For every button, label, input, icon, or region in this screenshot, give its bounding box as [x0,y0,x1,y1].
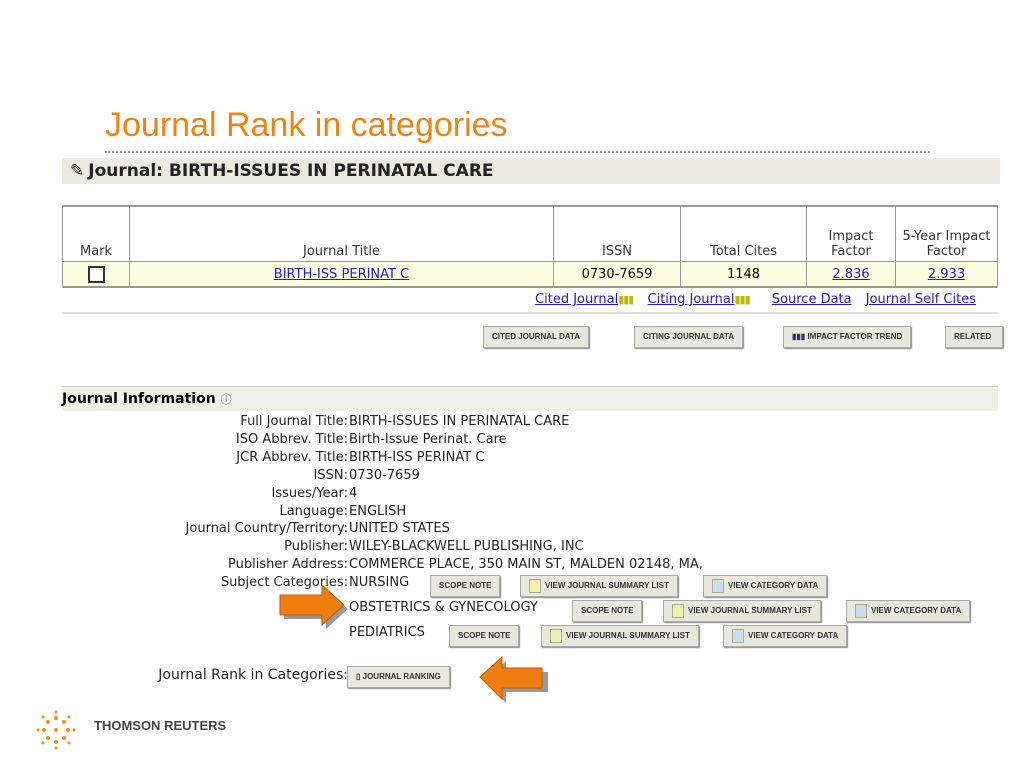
info-value: WILEY-BLACKWELL PUBLISHING, INC [349,539,584,555]
table-row: BIRTH-ISS PERINAT C 0730-7659 1148 2.836… [62,261,998,288]
citing-journal-link[interactable]: Citing Journal [647,292,735,307]
scope-note-button[interactable]: SCOPE NOTE [430,575,501,597]
button-label: VIEW JOURNAL SUMMARY LIST [688,606,812,615]
col-5yr-impact-factor: 5-Year Impact Factor [895,205,998,262]
source-data-link[interactable]: Source Data [771,292,852,307]
thomson-reuters-logo [36,710,76,750]
journal-rank-label: Journal Rank in Categories: [158,667,348,683]
subject-categories-label: Subject Categories: [220,575,348,590]
view-journal-summary-list-button[interactable]: VIEW JOURNAL SUMMARY LIST [520,575,678,597]
button-label: VIEW CATEGORY DATA [871,606,962,615]
journal-header-title: Journal: BIRTH-ISSUES IN PERINATAL CARE [88,161,494,181]
info-label: Language: [279,503,348,519]
brand-name: THOMSON REUTERS [94,718,227,733]
impact-factor-link[interactable]: 2.836 [832,266,870,282]
view-journal-summary-list-button[interactable]: VIEW JOURNAL SUMMARY LIST [541,625,699,647]
journal-information-title: Journal Information [62,391,216,407]
button-label: VIEW CATEGORY DATA [748,631,839,640]
col-mark: Mark [62,205,130,262]
info-row: JCR Abbrev. Title: BIRTH-ISS PERINAT C [62,450,762,468]
divider [62,312,998,314]
info-value: BIRTH-ISSUES IN PERINATAL CARE [349,414,570,429]
title-divider [105,151,930,153]
info-label: JCR Abbrev. Title: [236,449,348,465]
info-row: Publisher Address: COMMERCE PLACE, 350 MA… [62,557,762,575]
info-value: ENGLISH [349,503,407,519]
five-year-if-link[interactable]: 2.933 [927,266,966,282]
citing-journal-data-button[interactable]: CITING JOURNAL DATA [634,326,744,348]
info-row: Language: ENGLISH [62,504,762,522]
view-journal-summary-list-button[interactable]: VIEW JOURNAL SUMMARY LIST [663,600,821,622]
info-label: Publisher Address: [228,557,348,573]
button-label: VIEW JOURNAL SUMMARY LIST [566,631,690,640]
journal-ranking-button[interactable]: ▯ JOURNAL RANKING [347,666,450,688]
issn-cell: 0730-7659 [553,261,681,288]
journal-header: ✎ Journal: BIRTH-ISSUES IN PERINATAL CARE [62,158,1000,184]
bar-chart-icon: ▮▮▮ [792,332,808,341]
info-value: COMMERCE PLACE, 350 MAIN ST, MALDEN 0214… [349,557,703,573]
category-nursing: NURSING [349,575,410,590]
impact-factor-trend-label: IMPACT FACTOR TREND [807,332,903,341]
subject-categories-row: Subject Categories: [62,575,762,593]
journal-links: Cited Journal▮▮▮ Citing Journal▮▮▮ Sourc… [400,292,976,307]
view-category-data-button[interactable]: VIEW CATEGORY DATA [703,575,828,597]
info-label: Issues/Year: [271,485,348,501]
info-value: Birth-Issue Perinat. Care [349,431,507,447]
arrow-left-icon [479,655,548,703]
scope-note-button[interactable]: SCOPE NOTE [572,600,643,622]
related-button[interactable]: RELATED [945,326,1003,348]
col-title: Journal Title [129,205,554,262]
button-label: VIEW CATEGORY DATA [728,581,819,590]
info-label: Full Journal Title: [240,414,348,429]
info-row: Issues/Year: 4 [62,486,762,504]
impact-factor-trend-button[interactable]: ▮▮▮ IMPACT FACTOR TREND [783,326,912,348]
button-label: VIEW JOURNAL SUMMARY LIST [545,581,669,590]
col-total-cites: Total Cites [680,205,807,262]
info-label: Publisher: [284,539,348,555]
journal-rank-row: Journal Rank in Categories: [62,667,762,685]
info-label: ISO Abbrev. Title: [235,431,348,447]
category-pediatrics: PEDIATRICS [349,625,425,640]
mark-checkbox[interactable] [87,265,105,283]
slide-title: Journal Rank in categories [105,106,508,144]
info-row: Publisher: WILEY-BLACKWELL PUBLISHING, IN… [62,539,762,557]
ranking-icon: ▯ [356,672,363,681]
journal-self-cites-link[interactable]: Journal Self Cites [865,292,976,307]
info-icon[interactable]: ⓘ [220,393,232,406]
cited-journal-link[interactable]: Cited Journal [535,292,619,307]
note-icon [529,578,541,593]
info-label: Journal Country/Territory: [185,521,348,537]
info-row: ISO Abbrev. Title: Birth-Issue Perinat. C… [62,432,762,450]
data-icon [855,603,867,618]
journal-table: Mark Journal Title ISSN Total Cites Impa… [62,205,998,288]
journal-information-header: Journal Information ⓘ [62,386,998,411]
info-label: ISSN: [313,467,348,483]
arrow-right-icon [279,585,348,629]
button-label: JOURNAL RANKING [362,672,441,681]
info-row: Journal Country/Territory: UNITED STATES [62,521,762,539]
data-icon [732,628,744,643]
category-obstetrics: OBSTETRICS & GYNECOLOGY [349,600,538,615]
info-row: ISSN: 0730-7659 [62,468,762,486]
total-cites-cell: 1148 [680,261,807,288]
data-icon [712,578,724,593]
info-value: UNITED STATES [349,521,450,537]
col-issn: ISSN [553,205,681,262]
bar-chart-icon: ▮▮▮ [734,293,750,306]
scope-note-button[interactable]: SCOPE NOTE [449,625,520,647]
bar-chart-icon: ▮▮▮ [618,293,634,306]
col-impact-factor: Impact Factor [806,205,896,262]
info-value: 0730-7659 [349,467,420,483]
info-value: 4 [349,485,358,501]
journal-title-link[interactable]: BIRTH-ISS PERINAT C [273,266,410,282]
view-category-data-button[interactable]: VIEW CATEGORY DATA [723,625,848,647]
note-icon: ✎ [70,161,85,181]
view-category-data-button[interactable]: VIEW CATEGORY DATA [846,600,971,622]
note-icon [672,603,684,618]
note-icon [550,628,562,643]
info-value: BIRTH-ISS PERINAT C [349,449,485,465]
cited-journal-data-button[interactable]: CITED JOURNAL DATA [483,326,589,348]
info-row: Full Journal Title: BIRTH-ISSUES IN PERIN… [62,414,762,432]
